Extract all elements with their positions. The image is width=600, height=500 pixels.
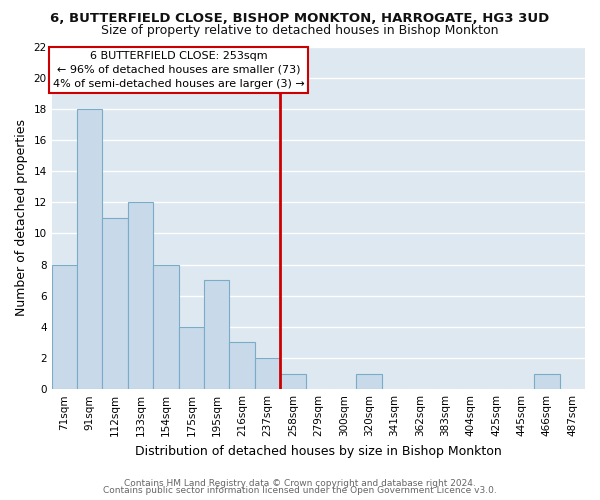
Bar [534,374,560,389]
Text: Contains HM Land Registry data © Crown copyright and database right 2024.: Contains HM Land Registry data © Crown c… [124,478,476,488]
Bar [128,202,153,389]
Bar [255,358,280,389]
Bar [103,218,128,389]
X-axis label: Distribution of detached houses by size in Bishop Monkton: Distribution of detached houses by size … [135,444,502,458]
Bar [52,264,77,389]
Text: 6 BUTTERFIELD CLOSE: 253sqm
← 96% of detached houses are smaller (73)
4% of semi: 6 BUTTERFIELD CLOSE: 253sqm ← 96% of det… [53,51,305,89]
Text: Size of property relative to detached houses in Bishop Monkton: Size of property relative to detached ho… [101,24,499,37]
Bar [77,109,103,389]
Bar [179,327,204,389]
Bar [280,374,305,389]
Bar [204,280,229,389]
Bar [229,342,255,389]
Bar [356,374,382,389]
Y-axis label: Number of detached properties: Number of detached properties [15,120,28,316]
Bar [153,264,179,389]
Text: 6, BUTTERFIELD CLOSE, BISHOP MONKTON, HARROGATE, HG3 3UD: 6, BUTTERFIELD CLOSE, BISHOP MONKTON, HA… [50,12,550,26]
Text: Contains public sector information licensed under the Open Government Licence v3: Contains public sector information licen… [103,486,497,495]
